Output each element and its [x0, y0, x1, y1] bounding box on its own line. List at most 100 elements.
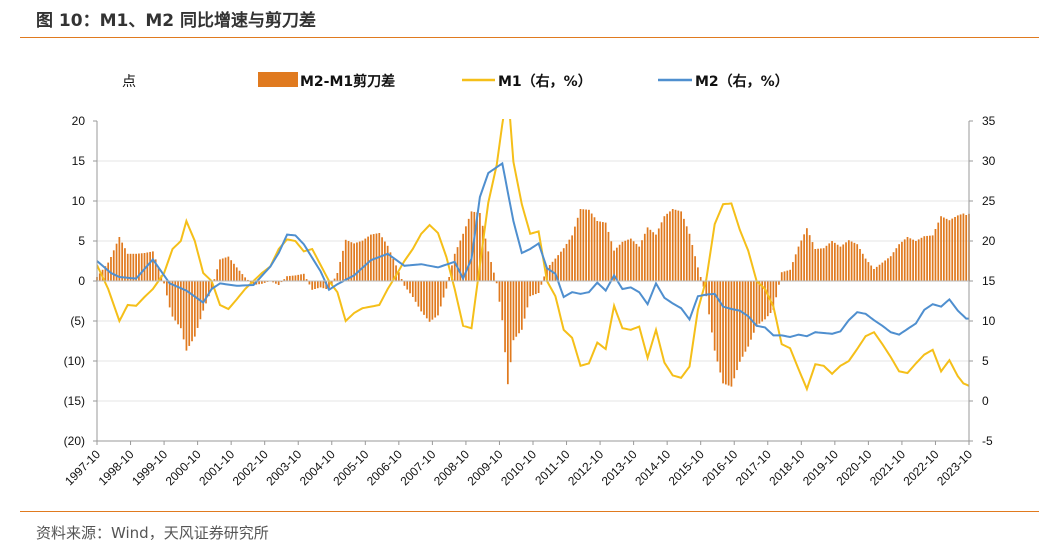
spread-bar [861, 253, 864, 281]
spread-bar [221, 258, 224, 281]
spread-bar [878, 264, 881, 281]
spread-bar [157, 267, 160, 281]
spread-bar [392, 258, 395, 281]
spread-bar [263, 281, 266, 283]
spread-bar [409, 281, 411, 294]
left-axis-tick-label: 0 [78, 274, 85, 288]
spread-bar [909, 238, 912, 281]
spread-bar [384, 241, 386, 281]
spread-bar [526, 281, 529, 308]
spread-bar [750, 281, 752, 340]
left-axis-tick-label: (10) [64, 354, 85, 368]
x-axis-tick-label: 2005-10 [330, 447, 371, 488]
spread-bar [666, 213, 669, 281]
right-axis-tick-label: 20 [982, 234, 996, 248]
spread-bar [660, 222, 663, 281]
spread-bar [520, 281, 523, 330]
x-axis-tick-label: 1998-10 [96, 447, 137, 488]
spread-bar [333, 278, 336, 281]
spread-bar [356, 242, 358, 281]
x-axis-tick-label: 1999-10 [129, 447, 170, 488]
spread-bar [789, 269, 791, 281]
spread-bar [741, 281, 744, 357]
spread-bar [193, 281, 196, 337]
left-axis-tick-label: 5 [78, 234, 85, 248]
spread-bar [652, 232, 655, 281]
left-axis-tick-label: 15 [72, 154, 86, 168]
spread-bar [602, 222, 604, 281]
spread-bar [347, 241, 350, 281]
spread-bar [934, 229, 937, 281]
spread-bar [945, 218, 948, 281]
spread-bar [456, 247, 459, 281]
spread-bar [674, 209, 677, 281]
spread-bar [216, 269, 219, 281]
spread-bar [803, 234, 805, 281]
right-axis-tick-label: 10 [982, 314, 996, 328]
spread-bar [112, 250, 115, 281]
spread-bar [669, 211, 671, 281]
x-axis-tick-label: 2012-10 [565, 447, 606, 488]
spread-bar [403, 281, 406, 286]
spread-bar [683, 218, 685, 281]
spread-bars [96, 209, 970, 387]
spread-bar [258, 281, 260, 285]
x-axis-tick-label: 2021-10 [867, 447, 908, 488]
spread-bar [168, 281, 171, 308]
spread-bar [800, 240, 803, 281]
m2-line [97, 161, 969, 339]
spread-bar [713, 281, 716, 351]
spread-bar [895, 248, 898, 281]
spread-bar [196, 281, 199, 328]
spread-bar [892, 252, 895, 281]
spread-bar [305, 279, 308, 281]
right-axis-tick-label: -5 [982, 434, 993, 448]
spread-bar [166, 281, 168, 296]
spread-bar [132, 253, 135, 281]
right-axis-tick-label: 30 [982, 154, 996, 168]
spread-bar [590, 213, 593, 281]
spread-bar [135, 253, 137, 281]
spread-bar [719, 281, 722, 373]
x-axis-tick-label: 2023-10 [934, 447, 975, 488]
spread-bar [372, 234, 375, 281]
left-axis-tick-label: (20) [64, 434, 85, 448]
spread-bar [316, 281, 319, 289]
spread-bar [506, 281, 509, 385]
spread-bar [484, 238, 487, 281]
spread-bar [562, 248, 565, 281]
spread-bar [744, 281, 747, 352]
spread-bar [537, 281, 540, 293]
spread-bar [546, 268, 548, 281]
spread-bar [579, 209, 582, 281]
legend-label-m1: M1（右，%） [498, 73, 592, 90]
spread-bar [711, 281, 713, 333]
spread-bar [230, 260, 233, 281]
spread-bar [638, 246, 641, 281]
spread-bar [778, 281, 780, 285]
spread-bar [825, 245, 828, 281]
x-axis-tick-label: 1997-10 [62, 447, 103, 488]
spread-bar [769, 281, 772, 313]
spread-bar [574, 226, 576, 281]
spread-bar [565, 243, 568, 281]
spread-bar [498, 281, 501, 302]
spread-bar [104, 266, 107, 281]
spread-bar [244, 277, 246, 281]
spread-bar [814, 249, 817, 281]
spread-bar [621, 241, 624, 281]
spread-bar [764, 281, 766, 320]
spread-bar [344, 239, 347, 281]
spread-bar [632, 241, 635, 281]
spread-bar [238, 270, 241, 281]
spread-bar [867, 262, 870, 281]
spread-bar [596, 221, 599, 281]
spread-bar [839, 246, 842, 281]
spread-bar [688, 233, 691, 281]
spread-bar [610, 241, 613, 281]
spread-bar [442, 281, 445, 298]
spread-bar [864, 258, 867, 281]
spread-bar [476, 212, 478, 281]
spread-bar [336, 273, 339, 281]
spread-bar [481, 225, 484, 281]
